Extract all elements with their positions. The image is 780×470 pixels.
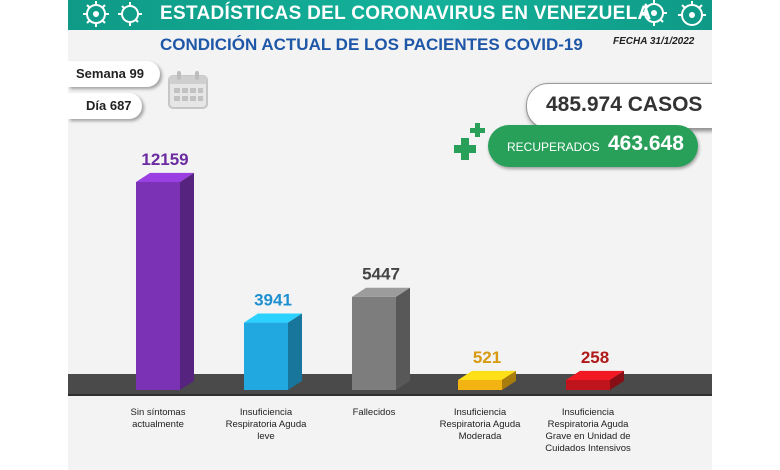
bar-front xyxy=(244,322,288,390)
bar-top xyxy=(566,370,624,380)
category-label: Fallecidos xyxy=(352,407,396,418)
virus-icon xyxy=(83,1,109,27)
virus-icon xyxy=(118,2,142,26)
bar-side xyxy=(396,287,410,390)
bar-top xyxy=(352,287,410,297)
bar-front xyxy=(566,380,610,390)
bar xyxy=(136,172,194,390)
category-label: Insuficiencia Respiratoria Aguda Moderad… xyxy=(439,407,521,442)
bar-side xyxy=(502,370,516,390)
infographic: ESTADÍSTICAS DEL CORONAVIRUS EN VENEZUEL… xyxy=(68,0,712,470)
bar-front xyxy=(352,296,396,390)
bar-front xyxy=(458,380,502,390)
bar-side xyxy=(180,172,194,390)
bar-top xyxy=(136,172,194,182)
title-banner: ESTADÍSTICAS DEL CORONAVIRUS EN VENEZUEL… xyxy=(68,0,712,30)
day-badge: Día 687 xyxy=(68,93,142,119)
date-label: FECHA 31/1/2022 xyxy=(613,36,695,47)
calendar-icon xyxy=(168,71,208,109)
bar-value-label: 3941 xyxy=(254,290,292,309)
page-title: ESTADÍSTICAS DEL CORONAVIRUS EN VENEZUEL… xyxy=(160,3,652,24)
plus-icon xyxy=(454,123,485,160)
virus-icon xyxy=(641,0,667,26)
recovered-label: RECUPERADOS xyxy=(507,140,600,154)
category-label: Insuficiencia Respiratoria Aguda Grave e… xyxy=(545,407,631,454)
total-cases-text: 485.974 CASOS xyxy=(546,93,703,116)
bar xyxy=(244,313,302,390)
bar-value-label: 521 xyxy=(473,348,501,367)
bar xyxy=(566,370,624,390)
chart-floor-edge xyxy=(68,394,712,396)
chart-title: CONDICIÓN ACTUAL DE LOS PACIENTES COVID-… xyxy=(160,35,583,54)
bar-value-label: 258 xyxy=(581,348,609,367)
bar-side xyxy=(288,313,302,390)
bar-chart: 12159 3941 5447 521 258 xyxy=(68,150,712,396)
bar-value-label: 12159 xyxy=(141,150,188,169)
category-label: Insuficiencia Respiratoria Aguda leve xyxy=(225,407,307,442)
bar-value-label: 5447 xyxy=(362,265,400,284)
day-label: Día 687 xyxy=(86,98,132,113)
bar-top xyxy=(244,313,302,323)
bar-top xyxy=(458,370,516,380)
bar-side xyxy=(610,370,624,390)
bar xyxy=(458,370,516,390)
week-badge: Semana 99 xyxy=(68,61,160,87)
bar-front xyxy=(136,182,180,390)
recovered-badge: RECUPERADOS 463.648 xyxy=(488,125,698,167)
recovered-value: 463.648 xyxy=(608,132,684,155)
category-label: Sin síntomas actualmente xyxy=(130,407,186,430)
virus-icon xyxy=(678,1,706,26)
total-cases-badge: 485.974 CASOS xyxy=(526,83,712,129)
week-label: Semana 99 xyxy=(76,66,144,81)
bar xyxy=(352,287,410,390)
